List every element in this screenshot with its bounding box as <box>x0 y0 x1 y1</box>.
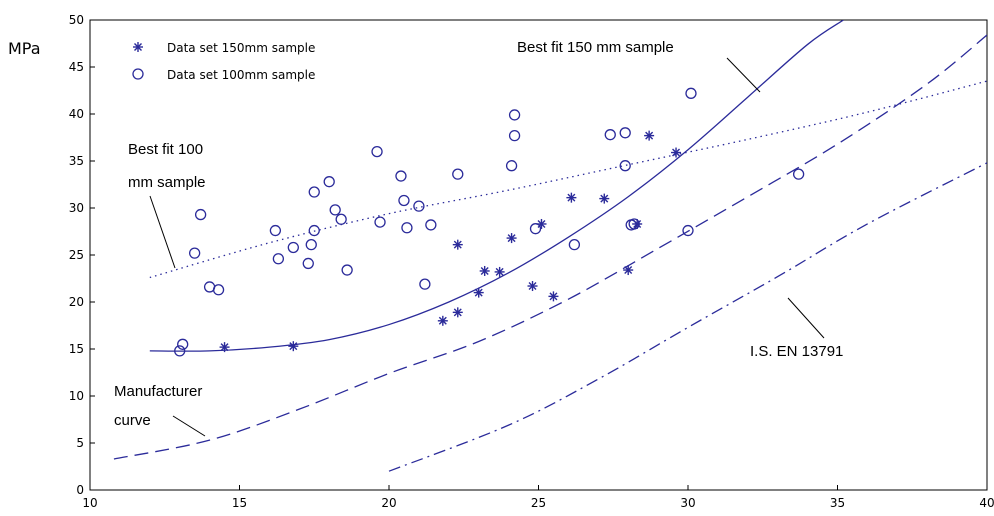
annotation-is-en-13791: I.S. EN 13791 <box>750 343 843 360</box>
x-tick-label: 25 <box>531 496 546 510</box>
data-point-circle <box>287 241 299 254</box>
data-point-circle <box>413 200 425 212</box>
data-point-circle <box>302 257 314 270</box>
x-axis: 10 15 20 25 30 35 40 <box>82 485 994 510</box>
data-point-circle <box>619 127 631 139</box>
data-point-circle <box>395 170 407 182</box>
data-point-star <box>527 281 538 292</box>
data-point-star <box>671 147 682 158</box>
data-point-circle <box>568 239 581 251</box>
data-point-star <box>452 239 463 250</box>
y-tick-label: 15 <box>69 342 84 356</box>
x-tick-label: 40 <box>979 496 994 510</box>
y-tick-label: 20 <box>69 295 84 309</box>
data-point-circle <box>269 224 282 237</box>
data-point-circle <box>628 218 640 230</box>
annotation-pointer-manufacturer <box>172 415 206 437</box>
x-tick-label: 20 <box>381 496 396 510</box>
x-tick-label: 10 <box>82 496 97 510</box>
data-point-circle <box>194 208 207 221</box>
series-line <box>113 34 987 460</box>
legend-star-icon <box>133 42 143 52</box>
data-point-circle <box>308 186 320 198</box>
y-tick-label: 45 <box>69 60 84 74</box>
x-tick-label: 15 <box>232 496 247 510</box>
y-tick-label: 30 <box>69 201 84 215</box>
data-point-circle <box>401 222 413 234</box>
data-point-star <box>644 130 655 141</box>
data-point-star <box>599 193 610 204</box>
data-point-circle <box>177 338 189 350</box>
y-tick-label: 25 <box>69 248 84 262</box>
data-point-circle <box>508 129 521 142</box>
legend-label-150: Data set 150mm sample <box>167 41 315 55</box>
data-point-circle <box>272 253 285 265</box>
data-point-circle <box>505 160 518 172</box>
data-point-circle <box>188 247 201 259</box>
annotation-best-fit-150: Best fit 150 mm sample <box>517 39 674 56</box>
y-tick-label: 5 <box>76 436 84 450</box>
data-point-circle <box>685 87 697 99</box>
data-point-circle <box>341 264 353 276</box>
data-point-star <box>479 265 490 276</box>
data-point-circle <box>792 168 805 180</box>
data-point-circle <box>604 129 616 141</box>
y-tick-label: 50 <box>69 13 84 27</box>
data-point-star <box>452 307 463 318</box>
data-point-circle <box>619 160 631 172</box>
series-line <box>149 20 844 352</box>
data-point-circle <box>174 345 186 357</box>
data-point-circle <box>419 278 431 290</box>
y-tick-label: 0 <box>76 483 84 497</box>
annotation-pointer-is-en <box>787 297 825 339</box>
annotation-best-fit-100-line2: mm sample <box>128 174 206 191</box>
data-point-circle <box>308 224 320 237</box>
legend-circle-icon <box>132 68 144 80</box>
y-tick-label: 35 <box>69 154 84 168</box>
annotation-manufacturer-line1: Manufacturer <box>114 383 202 400</box>
data-point-circle <box>329 204 341 216</box>
annotation-manufacturer-line2: curve <box>114 412 151 429</box>
y-unit-label: MPa <box>8 39 41 58</box>
data-point-circle <box>452 168 464 180</box>
data-point-circle <box>682 224 694 237</box>
legend-label-100: Data set 100mm sample <box>167 68 315 82</box>
y-tick-label: 40 <box>69 107 84 121</box>
data-point-star <box>566 192 577 203</box>
annotation-pointer-best-fit-100 <box>149 195 176 269</box>
legend: Data set 150mm sample Data set 100mm sam… <box>132 41 315 82</box>
x-tick-label: 30 <box>680 496 695 510</box>
data-point-circle <box>371 145 383 158</box>
series-line <box>149 80 987 279</box>
data-point-star <box>494 266 505 277</box>
data-point-star <box>623 265 634 276</box>
x-tick-label: 35 <box>830 496 845 510</box>
annotation-best-fit-100-line1: Best fit 100 <box>128 141 203 158</box>
data-point-circle <box>529 223 542 235</box>
data-point-circle <box>323 176 335 188</box>
data-point-circle <box>398 194 410 207</box>
series-line <box>388 162 987 472</box>
data-points <box>174 87 805 357</box>
data-point-star <box>288 341 299 352</box>
data-point-star <box>506 233 517 244</box>
data-point-circle <box>425 219 437 231</box>
annotations: Best fit 150 mm sample Best fit 100 mm s… <box>114 39 843 437</box>
data-point-star <box>548 291 559 302</box>
fit-curves <box>113 20 987 472</box>
data-point-circle <box>305 239 317 251</box>
annotation-pointer-best-fit-150 <box>726 57 761 93</box>
data-point-star <box>437 315 448 326</box>
data-point-star <box>536 218 547 229</box>
y-tick-label: 10 <box>69 389 84 403</box>
y-axis: 0 5 10 15 20 25 30 35 40 45 50 <box>69 13 95 497</box>
data-point-circle <box>212 284 225 296</box>
data-point-star <box>219 342 230 353</box>
data-point-circle <box>335 213 347 225</box>
data-point-circle <box>508 109 521 121</box>
data-point-star <box>473 287 484 298</box>
data-point-circle <box>374 216 386 228</box>
